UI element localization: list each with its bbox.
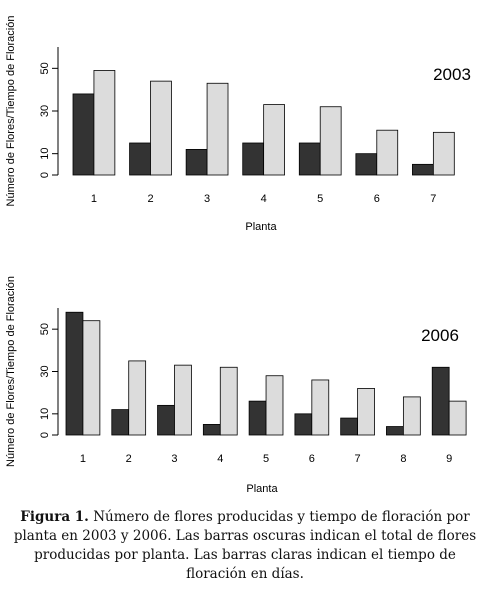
chart1-x-tick-label: 3: [204, 193, 210, 205]
chart1-x-tick-label: 5: [317, 193, 323, 205]
chart1-x-tick-label: 4: [261, 193, 267, 205]
chart2-bar-dark: [111, 409, 130, 436]
chart2-bar-dark: [248, 400, 267, 436]
chart2-x-tick-label: 4: [217, 453, 223, 465]
chart1-bar-light: [206, 82, 229, 176]
chart2-bar-dark: [202, 424, 221, 436]
chart2-x-tick-label: 3: [171, 453, 177, 465]
chart1-y-tick-label: 0: [39, 172, 51, 178]
chart1-bar-dark: [129, 142, 151, 176]
chart1-bar-dark: [185, 148, 208, 176]
chart2-bar-dark: [340, 417, 359, 436]
chart1-y-axis-title: Número de Flores/Tiempo de Floración: [5, 16, 17, 207]
chart1-bar-dark: [298, 142, 321, 176]
caption-text: Número de flores producidas y tiempo de …: [13, 509, 477, 582]
chart1-bar-dark: [242, 142, 265, 176]
chart2-x-tick-label: 5: [263, 453, 269, 465]
chart2-x-tick-label: 1: [80, 453, 86, 465]
chart2-bar-dark: [65, 311, 84, 436]
chart2-bar-light: [174, 364, 192, 436]
chart1-year-label: 2003: [433, 65, 471, 84]
chart1-bar-dark: [412, 163, 434, 176]
chart1-x-tick-label: 1: [91, 193, 97, 205]
chart1-bar-light: [150, 80, 172, 176]
chart1-bar-dark: [355, 153, 378, 176]
chart1-x-tick-label: 6: [374, 193, 380, 205]
chart1-bar-dark: [72, 93, 95, 176]
chart1-bar-light: [376, 129, 399, 176]
chart1-x-tick-label: 2: [147, 193, 153, 205]
chart1-bar-light: [93, 70, 116, 176]
chart2-bar-dark: [431, 366, 450, 436]
chart1-y-tick-label: 50: [39, 62, 51, 74]
chart2-x-tick-label: 8: [400, 453, 406, 465]
caption-label: Figura 1.: [20, 509, 89, 525]
chart2-y-tick-label: 30: [39, 365, 51, 377]
chart2-y-tick-label: 10: [39, 408, 51, 420]
figure-caption: Figura 1. Número de flores producidas y …: [6, 508, 484, 584]
chart2-x-tick-label: 7: [355, 453, 361, 465]
chart2-bar-dark: [386, 426, 404, 436]
chart1-y-tick-label: 10: [39, 148, 51, 160]
chart2-y-tick-label: 50: [39, 323, 51, 335]
chart1-bar-light: [432, 131, 455, 176]
chart1-y-tick-label: 30: [39, 105, 51, 117]
chart2-bar-light: [448, 400, 467, 436]
chart2-x-tick-label: 2: [126, 453, 132, 465]
chart1-x-tick-label: 7: [430, 193, 436, 205]
chart1-bar-light: [319, 106, 342, 176]
chart2-bar-light: [311, 379, 330, 436]
chart2-bar-light: [402, 396, 421, 436]
chart2-x-tick-label: 9: [446, 453, 452, 465]
chart2-bar-light: [357, 388, 375, 436]
chart2-bar-light: [219, 366, 238, 436]
chart1-x-axis-title: Planta: [245, 221, 277, 233]
chart2-bar-dark: [157, 404, 175, 436]
chart2-bar-dark: [294, 413, 313, 436]
chart2-x-tick-label: 6: [309, 453, 315, 465]
chart2-y-axis-title: Número de Flores/Tiempo de Floración: [5, 276, 17, 467]
chart1-bar-light: [263, 104, 285, 176]
chart2-bar-light: [82, 320, 101, 436]
chart2-x-axis-title: Planta: [246, 483, 278, 495]
chart2-bar-light: [128, 360, 147, 436]
chart2-y-tick-label: 0: [39, 432, 51, 438]
chart2-bar-light: [265, 375, 284, 436]
chart2-year-label: 2006: [421, 326, 459, 345]
